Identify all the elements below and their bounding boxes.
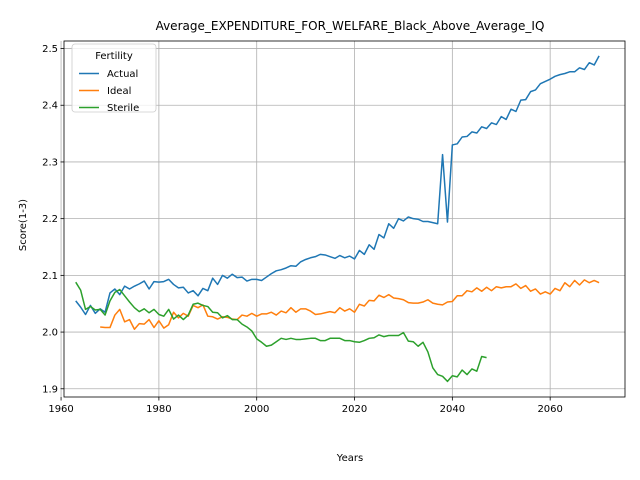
y-tick-label: 2.0 — [42, 328, 58, 339]
series-line-sterile — [75, 281, 487, 383]
y-tick-label: 2.4 — [42, 101, 58, 112]
legend: Fertility Actual Ideal Sterile — [71, 43, 157, 114]
legend-label-sterile: Sterile — [107, 103, 139, 114]
chart-title: Average_EXPENDITURE_FOR_WELFARE_Black_Ab… — [156, 19, 545, 33]
grid — [60, 41, 625, 397]
legend-label-actual: Actual — [107, 69, 138, 80]
x-axis-label: Years — [336, 453, 363, 464]
y-tick-label: 2.1 — [42, 271, 58, 282]
legend-title: Fertility — [95, 51, 133, 62]
x-tick-label: 2000 — [244, 404, 269, 415]
x-tick-label: 2040 — [440, 404, 465, 415]
series-line-ideal — [100, 279, 600, 330]
y-axis-label: Score(1-3) — [18, 199, 29, 251]
x-tick-label: 1980 — [146, 404, 171, 415]
y-tick-label: 2.3 — [42, 157, 58, 168]
legend-label-ideal: Ideal — [107, 86, 131, 97]
x-tick-label: 1960 — [48, 404, 73, 415]
y-tick-label: 2.2 — [42, 214, 58, 225]
x-tick-label: 2060 — [537, 404, 562, 415]
x-axis: 1960 1980 2000 2020 2040 2060 — [48, 397, 563, 415]
y-axis: 1.9 2.0 2.1 2.2 2.3 2.4 2.5 — [42, 44, 64, 395]
y-tick-label: 1.9 — [42, 384, 58, 395]
legend-box — [71, 43, 157, 113]
x-tick-label: 2020 — [342, 404, 367, 415]
series-layer — [75, 55, 600, 383]
series-line-actual — [75, 55, 600, 316]
y-tick-label: 2.5 — [42, 44, 58, 55]
